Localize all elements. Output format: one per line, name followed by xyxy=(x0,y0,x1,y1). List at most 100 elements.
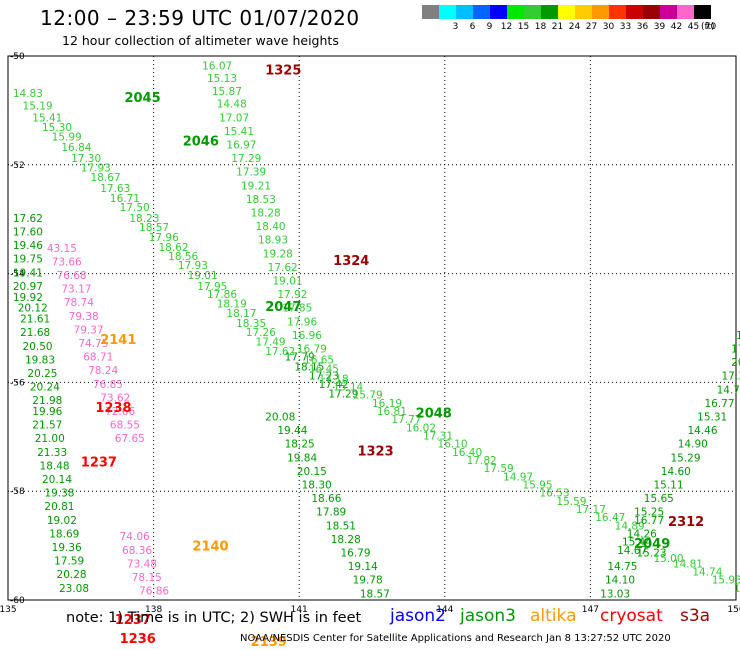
wave-height-value: 15.19 xyxy=(23,100,53,112)
scale-label: 33 xyxy=(619,22,632,32)
wave-height-value: 14.48 xyxy=(217,99,247,111)
wave-height-value: 16.53 xyxy=(539,488,569,500)
wave-height-value: 16.97 xyxy=(226,139,256,151)
wave-height-value: 74.75 xyxy=(78,338,108,350)
wave-height-value: 16.19 xyxy=(372,398,402,410)
wave-height-value: 17.86 xyxy=(207,289,237,301)
wave-height-value: 18.25 xyxy=(285,439,315,451)
track-time-label: 2045 xyxy=(124,91,160,106)
wave-height-value: 78.15 xyxy=(132,572,162,584)
wave-height-value: 14.81 xyxy=(673,558,703,570)
wave-height-value: 15.41 xyxy=(224,126,254,138)
wave-height-value: 16.45 xyxy=(309,364,339,376)
wave-height-value: 15.00 xyxy=(653,553,683,565)
wave-height-value: 17.95 xyxy=(197,281,227,293)
wave-height-value: 17.36 xyxy=(721,371,740,383)
track-time-label: 2312 xyxy=(668,515,704,530)
satellite-legend-item: s3a xyxy=(680,606,711,626)
wave-height-value: 17.50 xyxy=(120,202,150,214)
wave-height-value: 16.71 xyxy=(110,193,140,205)
wave-height-value: 20.14 xyxy=(42,474,72,486)
scale-label: 27 xyxy=(585,22,598,32)
track-time-label: 2048 xyxy=(416,406,452,421)
wave-height-value: 14.75 xyxy=(607,561,637,573)
wave-height-value: 19.01 xyxy=(273,275,303,287)
wave-height-value: 20.15 xyxy=(297,466,327,478)
wave-height-value: 19.41 xyxy=(13,267,43,279)
wave-height-value: 16.07 xyxy=(202,61,232,73)
wave-height-value: 18.51 xyxy=(326,520,356,532)
wave-height-value: 17.92 xyxy=(277,289,307,301)
satellite-legend-item: jason2 xyxy=(390,606,446,626)
wave-height-value: 17.93 xyxy=(178,260,208,272)
wave-height-value: 15.29 xyxy=(670,452,700,464)
track-time-label: 1236 xyxy=(120,632,156,647)
longitude-label: 135 xyxy=(0,605,17,615)
wave-height-value: 20.24 xyxy=(30,382,60,394)
wave-height-value: 19.01 xyxy=(188,270,218,282)
wave-height-value: 68.55 xyxy=(110,420,140,432)
longitude-label: 138 xyxy=(145,605,162,615)
map-frame xyxy=(7,55,737,601)
wave-height-value: 14.90 xyxy=(678,439,708,451)
latitude-label: -52 xyxy=(10,161,25,171)
longitude-label: 141 xyxy=(291,605,308,615)
scale-swatch xyxy=(592,5,609,19)
wave-height-value: 21.61 xyxy=(20,314,50,326)
scale-label: 21 xyxy=(551,22,564,32)
track-time-label: 1325 xyxy=(265,64,301,79)
wave-height-value: 18.56 xyxy=(168,251,198,263)
track-time-label: 1237 xyxy=(81,455,117,470)
wave-height-value: 15.23 xyxy=(637,547,667,559)
wave-height-value: 76.86 xyxy=(139,586,169,598)
wave-height-value: 19.83 xyxy=(25,354,55,366)
wave-height-value: 18.57 xyxy=(360,588,390,600)
wave-height-value: 19.75 xyxy=(13,254,43,266)
wave-height-value: 14.83 xyxy=(13,88,43,100)
wave-height-value: 19.36 xyxy=(52,542,82,554)
scale-swatch xyxy=(541,5,558,19)
wave-height-value: 15.95 xyxy=(522,479,552,491)
wave-height-value: 15.41 xyxy=(32,112,62,124)
longitude-label: 150 xyxy=(727,605,740,615)
longitude-label: 147 xyxy=(582,605,599,615)
wave-height-value: 17.96 xyxy=(287,316,317,328)
wave-height-value: 20.28 xyxy=(57,569,87,581)
wave-height-value: 73.62 xyxy=(100,392,130,404)
wave-height-value: 19.96 xyxy=(32,406,62,418)
wave-height-value: 18.53 xyxy=(246,194,276,206)
wave-height-value: 17.62 xyxy=(265,346,295,358)
scale-label: 70 xyxy=(704,22,717,32)
wave-height-value: 17.96 xyxy=(149,232,179,244)
wave-height-value: 68.71 xyxy=(83,352,113,364)
wave-height-value: 15.99 xyxy=(52,131,82,143)
wave-height-value: 18.93 xyxy=(258,235,288,247)
scale-label: 30 xyxy=(602,22,615,32)
wave-height-value: 21.98 xyxy=(32,395,62,407)
scale-swatch xyxy=(660,5,677,19)
scale-label: 39 xyxy=(653,22,666,32)
scale-swatch xyxy=(643,5,660,19)
scale-label: 18 xyxy=(534,22,547,32)
wave-height-value: 17.59 xyxy=(484,463,514,475)
scale-swatch xyxy=(524,5,541,19)
scale-label: 12 xyxy=(500,22,513,32)
satellite-legend-item: cryosat xyxy=(600,606,663,626)
wave-height-value: 16.65 xyxy=(304,354,334,366)
wave-height-value: 17.17 xyxy=(576,504,606,516)
scale-swatch xyxy=(490,5,507,19)
wave-height-value: 17.82 xyxy=(467,455,497,467)
wave-height-value: 14.67 xyxy=(617,545,647,557)
wave-height-value: 19.21 xyxy=(241,180,271,192)
wave-height-value: 16.84 xyxy=(61,142,91,154)
scale-label: 36 xyxy=(636,22,649,32)
wave-height-value: 17.31 xyxy=(423,431,453,443)
wave-height-value: 18.28 xyxy=(331,534,361,546)
wave-height-value: 76.68 xyxy=(57,270,87,282)
wave-height-value: 19.38 xyxy=(44,488,74,500)
wave-height-value: 74.06 xyxy=(120,531,150,543)
wave-height-value: 16.10 xyxy=(438,439,468,451)
wave-height-value: 17.39 xyxy=(236,167,266,179)
wave-height-value: 16.47 xyxy=(595,512,625,524)
